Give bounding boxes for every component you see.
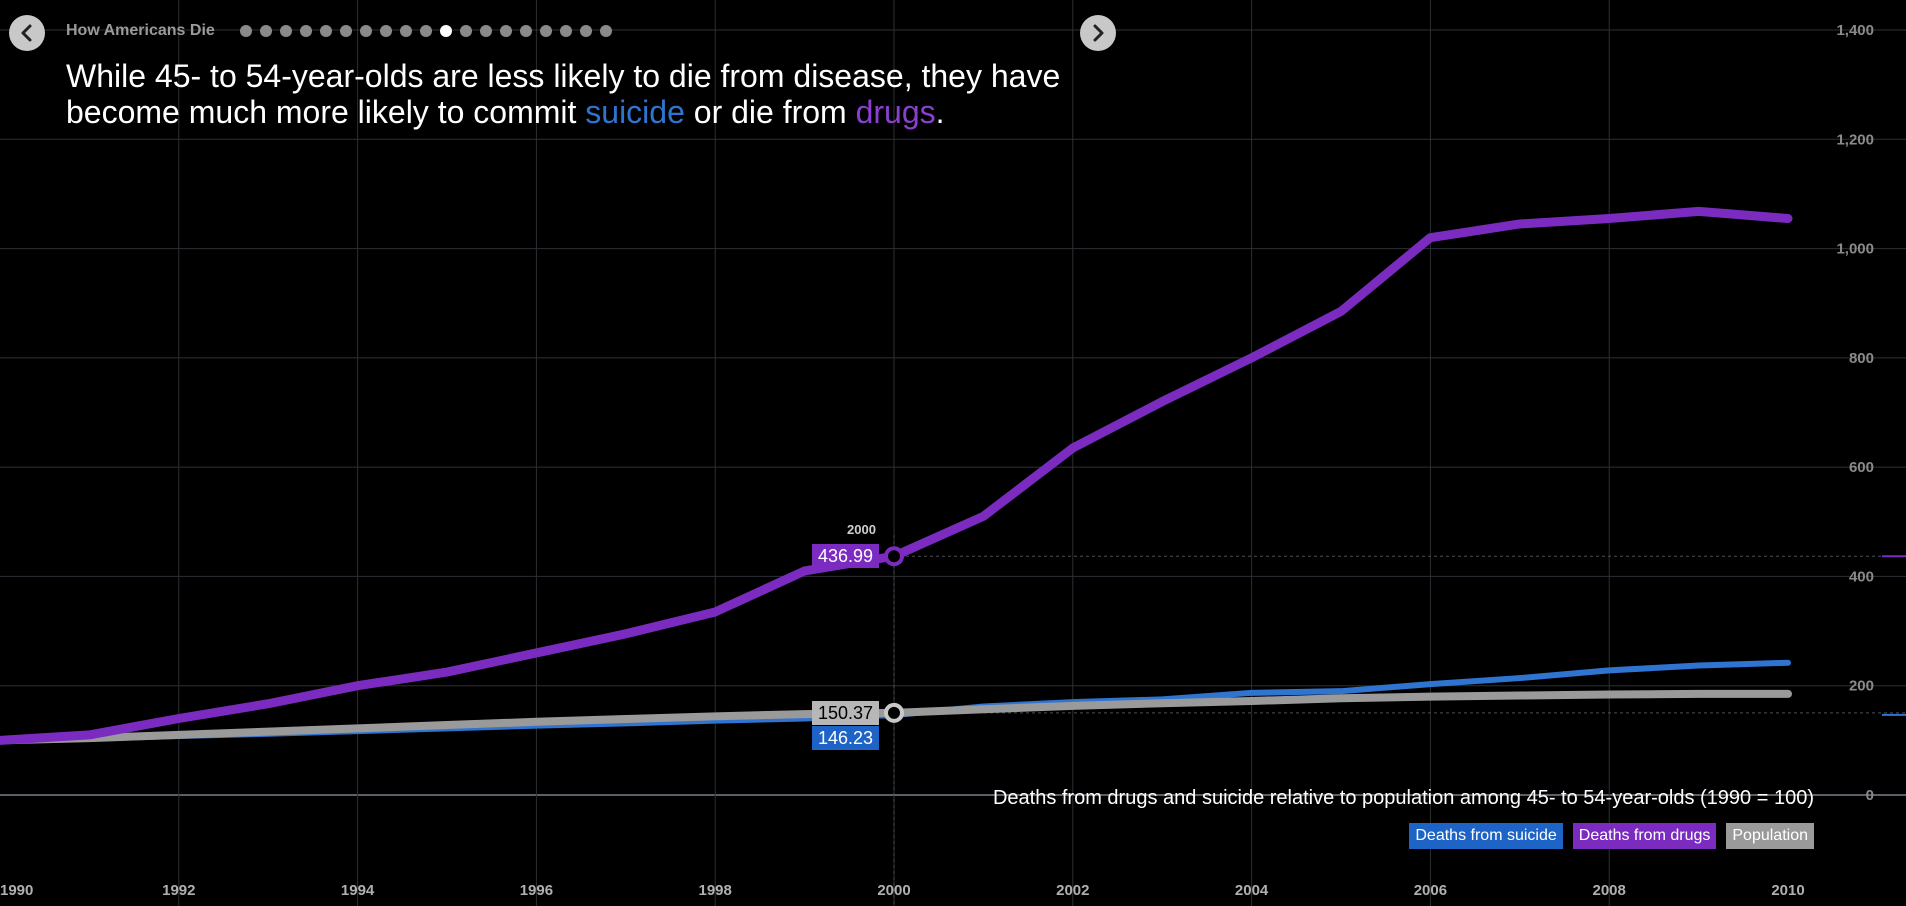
legend-item-drugs[interactable]: Deaths from drugs bbox=[1572, 823, 1717, 849]
chart-legend: Deaths from suicide Deaths from drugs Po… bbox=[1409, 823, 1814, 849]
pagination-dot[interactable] bbox=[380, 25, 392, 37]
pagination-dot[interactable] bbox=[360, 25, 372, 37]
pagination-dot[interactable] bbox=[520, 25, 532, 37]
y-tick-label: 400 bbox=[1849, 568, 1874, 585]
tooltip-population-value: 150.37 bbox=[812, 700, 880, 725]
tooltip-drugs-value: 436.99 bbox=[812, 544, 880, 569]
slide-pagination bbox=[240, 25, 612, 37]
x-tick-label: 2008 bbox=[1593, 882, 1626, 899]
headline-text-3: . bbox=[935, 94, 945, 130]
pagination-dot[interactable] bbox=[320, 25, 332, 37]
x-tick-label: 1992 bbox=[162, 882, 195, 899]
pagination-dot[interactable] bbox=[460, 25, 472, 37]
x-tick-label: 1996 bbox=[520, 882, 553, 899]
pagination-dot[interactable] bbox=[440, 25, 452, 37]
pagination-dot[interactable] bbox=[400, 25, 412, 37]
y-tick-label: 800 bbox=[1849, 350, 1874, 367]
series-title: How Americans Die bbox=[66, 22, 215, 39]
marker-drugs bbox=[884, 546, 904, 567]
x-tick-label: 2006 bbox=[1414, 882, 1447, 899]
x-tick-label: 1998 bbox=[699, 882, 732, 899]
pagination-dot[interactable] bbox=[280, 25, 292, 37]
hover-guides bbox=[893, 535, 1906, 906]
pagination-dot[interactable] bbox=[420, 25, 432, 37]
marker-population bbox=[884, 702, 904, 723]
tooltip-suicide-value: 146.23 bbox=[812, 725, 880, 750]
headline-text-2: or die from bbox=[684, 94, 856, 130]
chevron-left-icon bbox=[21, 24, 32, 42]
y-tick-label: 1,200 bbox=[1836, 131, 1874, 148]
chevron-right-icon bbox=[1093, 24, 1104, 42]
headline-drugs-word: drugs bbox=[855, 94, 936, 130]
y-tick-label: 1,400 bbox=[1836, 22, 1874, 39]
headline-text-1: While 45- to 54-year-olds are less likel… bbox=[66, 58, 1061, 130]
pagination-dot[interactable] bbox=[500, 25, 512, 37]
tooltip-year: 2000 bbox=[847, 522, 876, 538]
pagination-dot[interactable] bbox=[260, 25, 272, 37]
y-tick-label: 0 bbox=[1866, 787, 1874, 804]
x-tick-label: 1990 bbox=[0, 882, 33, 899]
slide-headline: While 45- to 54-year-olds are less likel… bbox=[66, 58, 1066, 130]
y-tick-label: 1,000 bbox=[1836, 241, 1874, 258]
pagination-dot[interactable] bbox=[540, 25, 552, 37]
x-tick-label: 2002 bbox=[1056, 882, 1089, 899]
legend-item-population[interactable]: Population bbox=[1726, 823, 1814, 849]
pagination-dot[interactable] bbox=[580, 25, 592, 37]
y-tick-label: 600 bbox=[1849, 459, 1874, 476]
next-slide-button[interactable] bbox=[1080, 15, 1116, 51]
pagination-dot[interactable] bbox=[300, 25, 312, 37]
axis-labels: 0 200 400 600 800 1,000 1,200 1,400 1990 1992 1994… bbox=[0, 22, 1874, 899]
y-tick-label: 200 bbox=[1849, 678, 1874, 695]
x-tick-label: 2010 bbox=[1771, 882, 1804, 899]
hover-markers bbox=[884, 546, 904, 723]
pagination-dot[interactable] bbox=[600, 25, 612, 37]
prev-slide-button[interactable] bbox=[9, 15, 45, 51]
x-tick-label: 2004 bbox=[1235, 882, 1269, 899]
pagination-dot[interactable] bbox=[480, 25, 492, 37]
pagination-dot[interactable] bbox=[340, 25, 352, 37]
legend-item-suicide[interactable]: Deaths from suicide bbox=[1409, 823, 1563, 849]
chart-title: Deaths from drugs and suicide relative t… bbox=[992, 787, 1814, 809]
pagination-dot[interactable] bbox=[240, 25, 252, 37]
x-tick-label: 1994 bbox=[341, 882, 375, 899]
pagination-dot[interactable] bbox=[560, 25, 572, 37]
headline-suicide-word: suicide bbox=[585, 94, 685, 130]
